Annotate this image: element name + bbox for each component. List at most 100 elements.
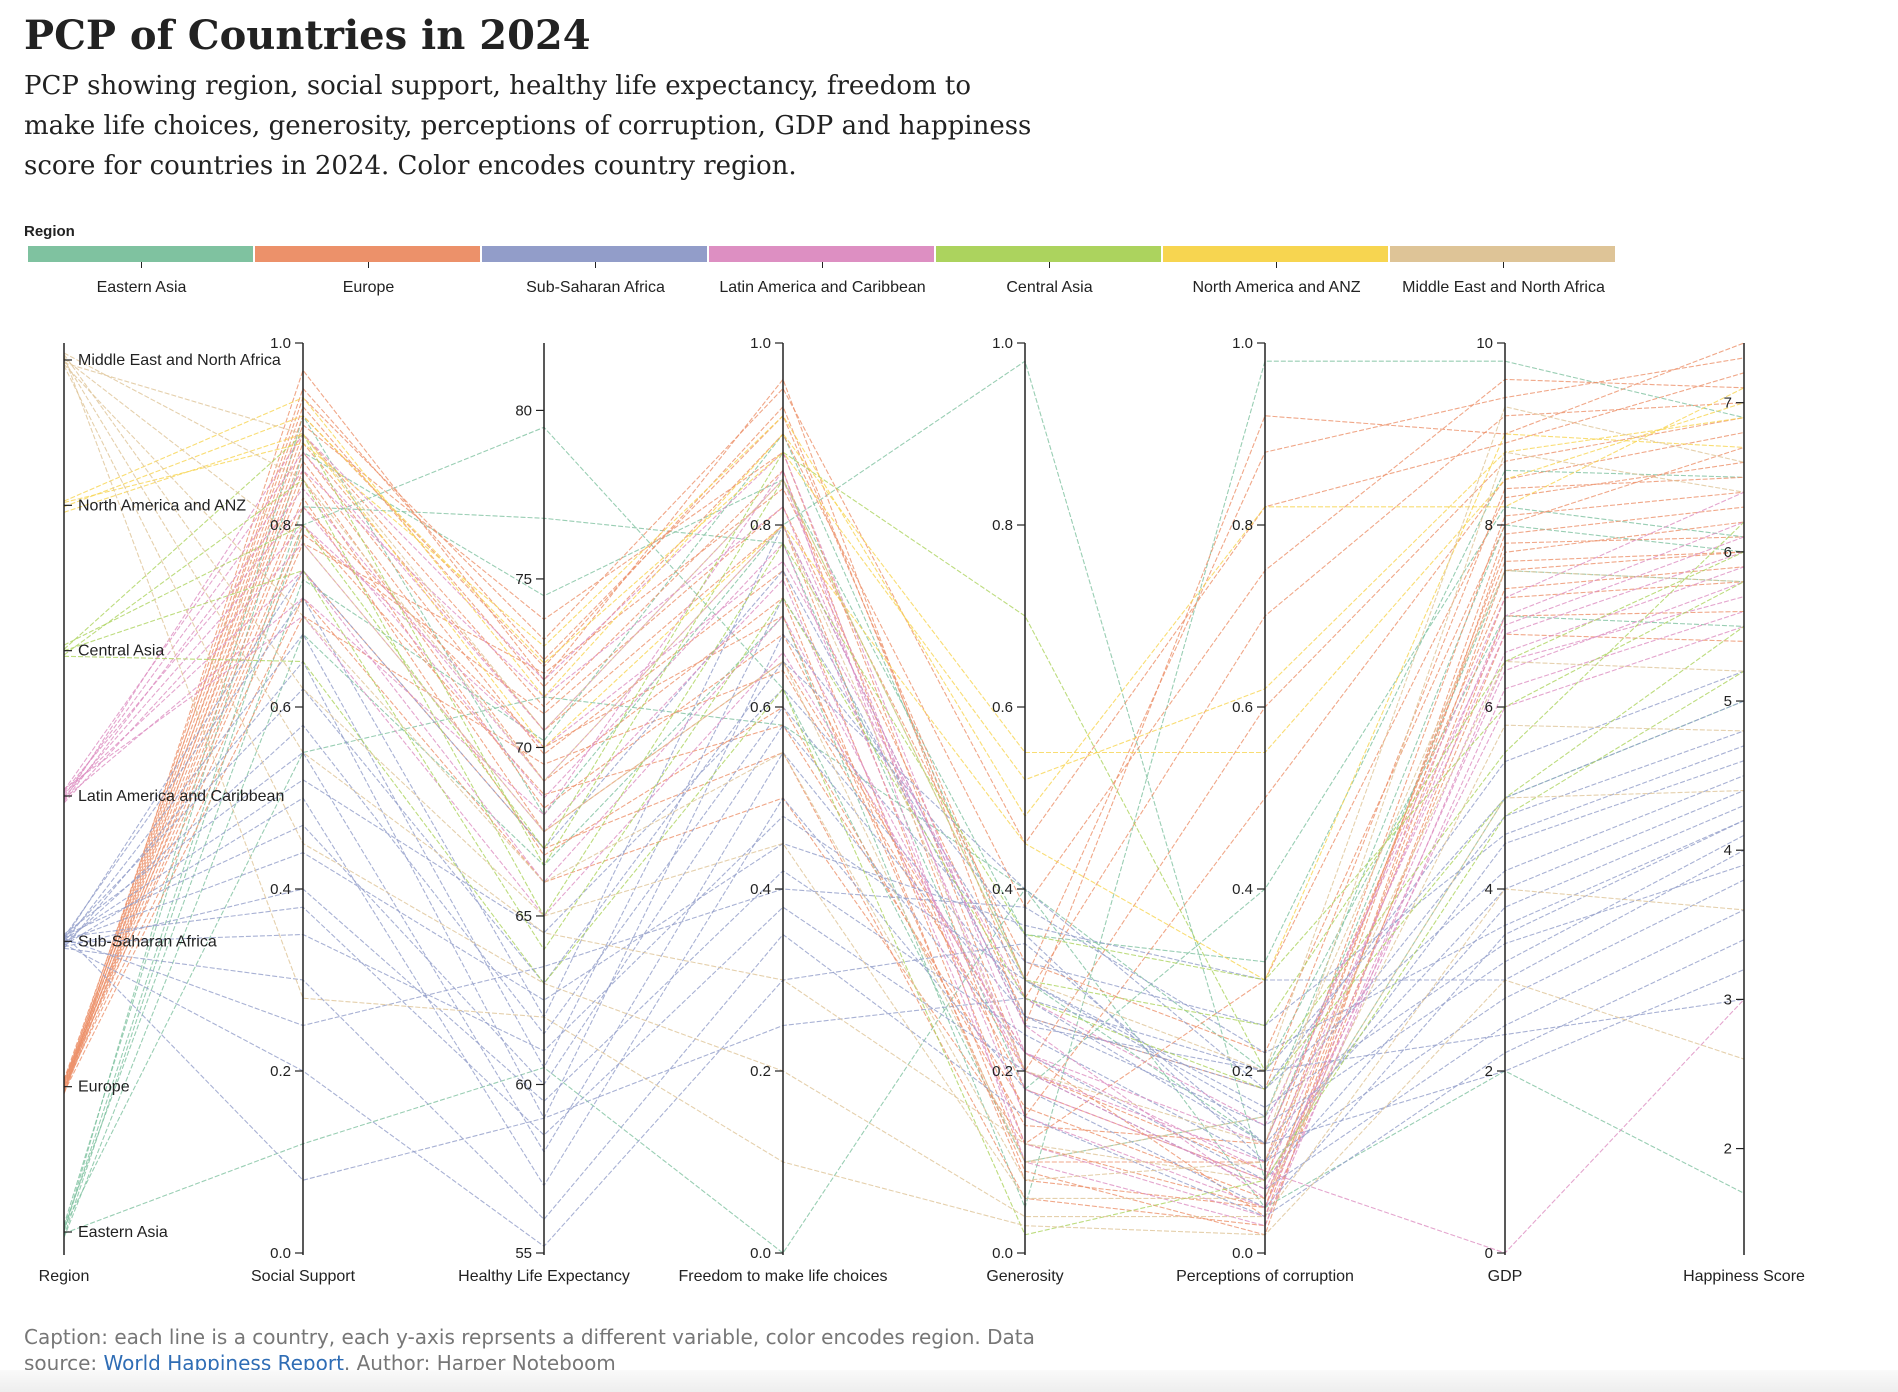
country-line [63,933,1745,1181]
axis-tick-label: 75 [515,571,532,588]
axis-social-support: 0.0 0.2 0.4 0.6 0.8 1.0 Social Support [251,335,356,1285]
country-line [63,442,1745,1145]
axis-tick-label: 0.0 [992,1245,1013,1262]
region-tick-label-north-america-and-anz: North America and ANZ [78,497,246,514]
legend-label-north-america-and-anz: North America and ANZ [1192,279,1360,296]
country-line [63,496,1745,1145]
axis-tick-label: 0.6 [750,699,771,716]
axes: Eastern Asia Europe Sub-Saharan Africa Lati… [39,335,1805,1285]
axis-tick-label: 1.0 [1232,335,1253,352]
axis-tick-label: 3 [1724,991,1732,1008]
country-line [63,842,1745,1001]
axis-tick-label: 10 [1476,335,1493,352]
axis-tick-label: 80 [515,402,532,419]
axis-tick-label: 0.0 [270,1245,291,1262]
axis-tick-label: 7 [1724,395,1732,412]
page-title: PCP of Countries in 2024 [24,12,591,59]
caption-text: Caption: each line is a country, each y-… [24,1325,1035,1375]
axis-title-healthy-life-expectancy: Healthy Life Expectancy [458,1268,630,1285]
axis-tick-label: 6 [1485,699,1493,716]
country-line [63,724,1745,1127]
axis-tick-label: 5 [1724,693,1732,710]
country-line [63,596,1745,1118]
country-line [63,505,1745,1236]
axis-tick-label: 0.4 [992,881,1013,898]
region-tick-label-middle-east-and-north-africa: Middle East and North Africa [78,352,281,369]
axis-tick-label: 0.4 [1232,881,1253,898]
country-line [63,451,1745,1163]
axis-tick-label: 0.2 [270,1063,291,1080]
legend-label-middle-east-and-north-africa: Middle East and North Africa [1402,279,1605,296]
country-line [63,943,1745,1248]
axis-tick-label: 0.8 [1232,517,1253,534]
axis-title-region: Region [39,1268,90,1285]
legend-swatch-sub-saharan-africa [482,246,707,262]
country-line [63,358,1745,1163]
legend-label-central-asia: Central Asia [1006,279,1092,296]
country-line [63,354,1745,1199]
axis-tick-label: 8 [1485,517,1493,534]
axis-tick-label: 55 [515,1245,532,1262]
country-line [63,469,1745,1163]
country-line [63,487,1745,1200]
country-line [63,360,1745,1238]
axis-title-social-support: Social Support [251,1268,356,1285]
country-line [63,402,1745,1086]
country-line [63,933,1745,1221]
axis-title-perceptions-of-corruption: Perceptions of corruption [1176,1268,1354,1285]
axis-tick-label: 6 [1724,544,1732,561]
country-line [63,596,1745,1209]
page-subtitle: PCP showing region, social support, heal… [24,71,1032,181]
legend-swatch-middle-east-and-north-africa [1390,246,1615,262]
country-line [63,451,1745,1181]
axis-tick-label: 1.0 [270,335,291,352]
axis-healthy-life-expectancy: 55 60 65 70 75 80 Healthy Life Expectancy [458,343,630,1285]
axis-tick-label: 0.4 [270,881,291,898]
country-line [63,505,1745,1209]
country-line [63,460,1745,1209]
country-line [63,365,1745,1218]
country-line [63,432,1745,1227]
legend-label-latin-america-and-caribbean: Latin America and Caribbean [719,279,925,296]
country-line [63,615,1745,1254]
country-line [63,355,1745,1236]
region-tick-label-europe: Europe [78,1079,130,1096]
country-line [63,615,1745,1229]
axis-tick-label: 2 [1724,1141,1732,1158]
axis-tick-label: 70 [515,739,532,756]
country-line [63,478,1745,981]
region-legend: Region Eastern Asia Europe Sub-Saharan Afr… [24,223,1615,296]
country-line [63,655,1745,1236]
legend-title: Region [24,223,75,240]
country-line [63,569,1745,1191]
country-line [63,569,1745,1090]
legend-swatch-europe [255,246,480,262]
axis-tick-label: 4 [1485,881,1493,898]
axis-title-freedom-to-make-life-choices: Freedom to make life choices [679,1268,888,1285]
axis-tick-label: 2 [1485,1063,1493,1080]
axis-tick-label: 0.0 [750,1245,771,1262]
axis-perceptions-of-corruption: 0.0 0.2 0.4 0.6 0.8 1.0 Perceptions of corrupt… [1176,335,1354,1285]
country-line [63,362,1745,1072]
axis-title-happiness-score: Happiness Score [1683,1268,1805,1285]
country-line [63,387,1745,818]
legend-swatch-eastern-asia [28,246,253,262]
country-lines [63,342,1745,1254]
axis-generosity: 0.0 0.2 0.4 0.6 0.8 1.0 Generosity [986,335,1063,1285]
country-line [63,660,1745,1090]
legend-swatch-latin-america-and-caribbean [709,246,934,262]
axis-tick-label: 0.4 [750,881,771,898]
axis-tick-label: 1.0 [992,335,1013,352]
axis-tick-label: 0.6 [270,699,291,716]
axis-tick-label: 0.8 [270,517,291,534]
country-line [63,446,1745,1092]
region-tick-label-sub-saharan-africa: Sub-Saharan Africa [78,933,217,950]
country-line [63,476,1745,1090]
country-line [63,433,1745,1145]
country-line [63,363,1745,1181]
axis-title-gdp: GDP [1488,1268,1523,1285]
country-line [63,378,1745,1080]
axis-tick-label: 4 [1724,842,1732,859]
axis-tick-label: 0.6 [1232,699,1253,716]
country-line [63,524,1745,1127]
